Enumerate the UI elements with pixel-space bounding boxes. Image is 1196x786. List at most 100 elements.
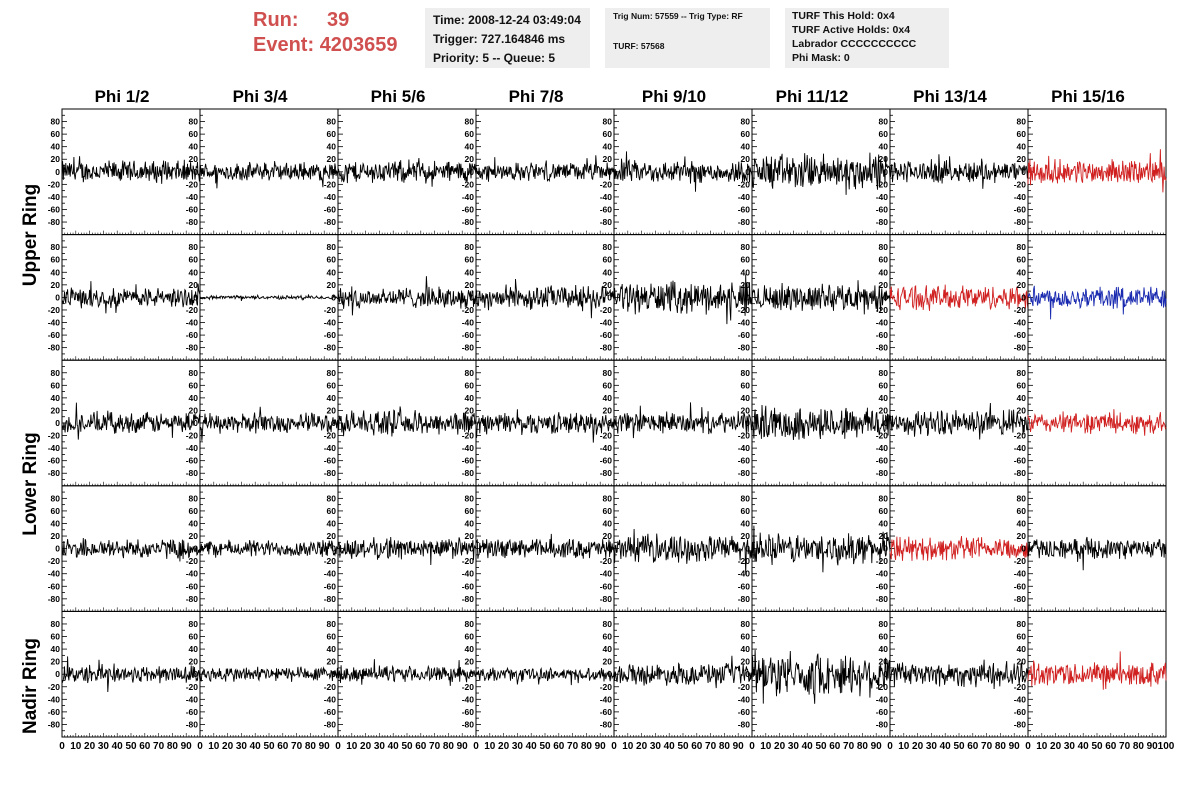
y-tick-label: -80 [462,468,475,478]
y-tick-label: -80 [1014,594,1027,604]
column-header-phi-15-16: Phi 15/16 [1051,87,1125,106]
y-tick-label: -40 [738,192,751,202]
y-tick-label: -20 [462,431,475,441]
y-tick-label: -40 [324,694,337,704]
y-tick-label: -60 [1014,707,1027,717]
y-tick-label: -60 [48,581,61,591]
y-tick-label: -40 [876,694,889,704]
x-tick-label: 80 [167,741,179,752]
y-tick-label: -60 [738,456,751,466]
waveform-trace-r2-c1 [199,406,339,441]
y-tick-label: -20 [1014,179,1027,189]
y-tick-label: -60 [738,707,751,717]
waveform-trace-r0-c6 [889,154,1029,189]
y-tick-label: -20 [876,431,889,441]
y-tick-label: 0 [883,418,888,428]
y-tick-label: -80 [462,719,475,729]
y-tick-label: 0 [331,418,336,428]
y-tick-label: -40 [600,569,613,579]
y-tick-label: 20 [741,531,751,541]
y-tick-label: -80 [324,217,337,227]
x-tick-label: 40 [664,741,676,752]
y-tick-label: -60 [462,581,475,591]
y-tick-label: 40 [1017,644,1027,654]
y-tick-label: -60 [186,707,199,717]
y-tick-label: 20 [1017,657,1027,667]
x-tick-label: 20 [498,741,510,752]
y-tick-label: -40 [462,443,475,453]
y-tick-label: 40 [603,267,613,277]
x-tick-label: 50 [263,741,275,752]
y-tick-label: 80 [51,619,61,629]
y-tick-label: 40 [189,393,199,403]
priority-text: Priority: 5 -- Queue: 5 [433,51,556,65]
waveform-trace-r1-c4 [613,274,753,325]
y-tick-label: -60 [324,330,337,340]
waveform-trace-r3-c5 [751,525,891,573]
turf-this-hold: TURF This Hold: 0x4 [792,10,895,22]
y-tick-label: 80 [327,117,337,127]
y-tick-label: -80 [600,217,613,227]
y-tick-label: 40 [1017,267,1027,277]
y-tick-label: -40 [600,192,613,202]
column-header-phi-9-10: Phi 9/10 [641,87,707,106]
y-tick-label: -20 [876,179,889,189]
y-tick-label: 0 [745,544,750,554]
x-tick-label: 90 [457,741,469,752]
y-tick-label: -80 [738,343,751,353]
y-tick-label: 80 [879,242,889,252]
y-tick-label: -20 [738,556,751,566]
y-tick-label: -40 [324,192,337,202]
y-tick-label: -40 [600,694,613,704]
waveform-trace-r3-c0 [61,537,201,562]
y-tick-label: 80 [879,619,889,629]
waveform-trace-r1-c3 [475,278,615,319]
y-tick-label: 40 [51,644,61,654]
y-tick-label: -40 [876,569,889,579]
waveform-trace-r2-c5 [751,404,891,441]
y-tick-label: 80 [465,619,475,629]
time-info-box: Time: 2008-12-24 03:49:04 Trigger: 727.1… [425,8,590,68]
y-tick-label: -20 [1014,556,1027,566]
y-tick-label: 80 [51,242,61,252]
y-tick-label: -40 [48,318,61,328]
y-tick-label: 60 [741,255,751,265]
y-tick-label: -80 [324,719,337,729]
y-tick-label: -80 [186,719,199,729]
y-tick-label: -60 [48,330,61,340]
y-tick-label: 20 [603,405,613,415]
y-tick-label: -60 [1014,204,1027,214]
y-tick-label: 0 [607,669,612,679]
y-tick-label: 0 [469,418,474,428]
y-tick-label: -80 [738,594,751,604]
y-tick-label: 0 [193,292,198,302]
waveform-trace-r0-c1 [199,161,339,189]
y-tick-label: 80 [1017,493,1027,503]
y-tick-label: 40 [465,393,475,403]
x-tick-label: 80 [857,741,869,752]
y-tick-label: 0 [745,669,750,679]
y-tick-label: -80 [1014,343,1027,353]
y-tick-label: 80 [189,619,199,629]
y-tick-label: 60 [1017,632,1027,642]
x-tick-label: 10 [208,741,220,752]
y-tick-label: 60 [465,506,475,516]
x-tick-label: 30 [650,741,662,752]
y-tick-label: 80 [327,493,337,503]
waveform-trace-r3-c6 [889,536,1029,561]
y-tick-label: -40 [324,443,337,453]
y-tick-label: -40 [324,569,337,579]
y-tick-label: -40 [738,443,751,453]
y-tick-label: 60 [51,255,61,265]
y-tick-label: 20 [189,154,199,164]
y-tick-label: 80 [327,619,337,629]
x-tick-label: 60 [139,741,151,752]
y-tick-label: -60 [324,707,337,717]
x-tick-label: 60 [829,741,841,752]
x-tick-label: 60 [1105,741,1117,752]
y-tick-label: -60 [186,456,199,466]
x-tick-label: 10 [70,741,82,752]
y-tick-label: -20 [186,431,199,441]
y-tick-label: -40 [600,318,613,328]
labrador-text: Labrador CCCCCCCCCC [792,38,917,50]
